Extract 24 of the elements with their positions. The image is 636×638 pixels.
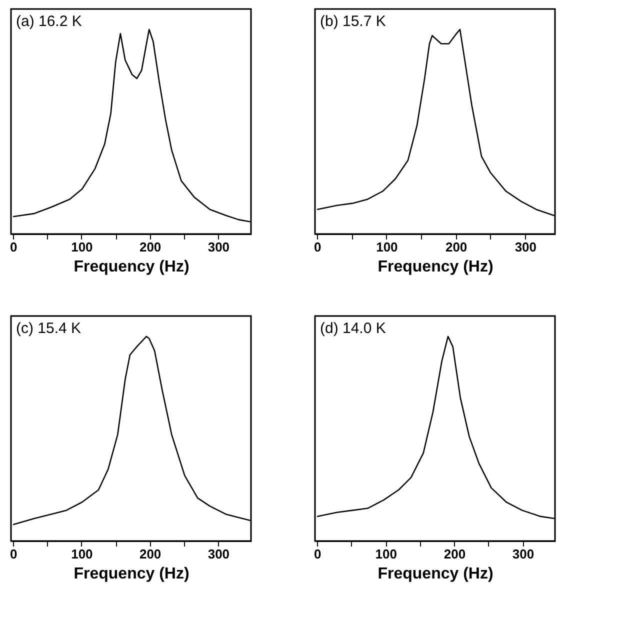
x-tick-label: 0 (314, 546, 322, 562)
x-tick-label: 300 (208, 240, 230, 254)
x-tick-label: 0 (10, 240, 18, 254)
x-axis-title: Frequency (Hz) (378, 566, 494, 582)
x-tick-label: 0 (314, 240, 322, 254)
x-tick-label: 200 (139, 240, 162, 254)
x-tick-label: 100 (71, 546, 93, 562)
x-tick-label: 300 (512, 546, 534, 562)
x-axis-title: Frequency (Hz) (74, 566, 190, 582)
x-tick-label: 200 (444, 546, 466, 562)
x-tick-label: 0 (10, 546, 18, 562)
x-tick-label: 200 (139, 546, 162, 562)
chart-title: (a) 16.2 K (16, 13, 82, 30)
x-tick-label: 200 (445, 240, 468, 254)
x-tick-label: 100 (375, 546, 397, 562)
chart-title: (c) 15.4 K (16, 320, 82, 337)
chart-title: (b) 15.7 K (320, 13, 386, 30)
x-tick-label: 100 (376, 240, 398, 254)
x-axis-title: Frequency (Hz) (74, 258, 190, 276)
chart-title: (d) 14.0 K (320, 320, 386, 337)
x-tick-label: 300 (514, 240, 537, 254)
x-tick-label: 300 (208, 546, 230, 562)
x-axis-title: Frequency (Hz) (378, 258, 494, 276)
x-tick-label: 100 (71, 240, 93, 254)
